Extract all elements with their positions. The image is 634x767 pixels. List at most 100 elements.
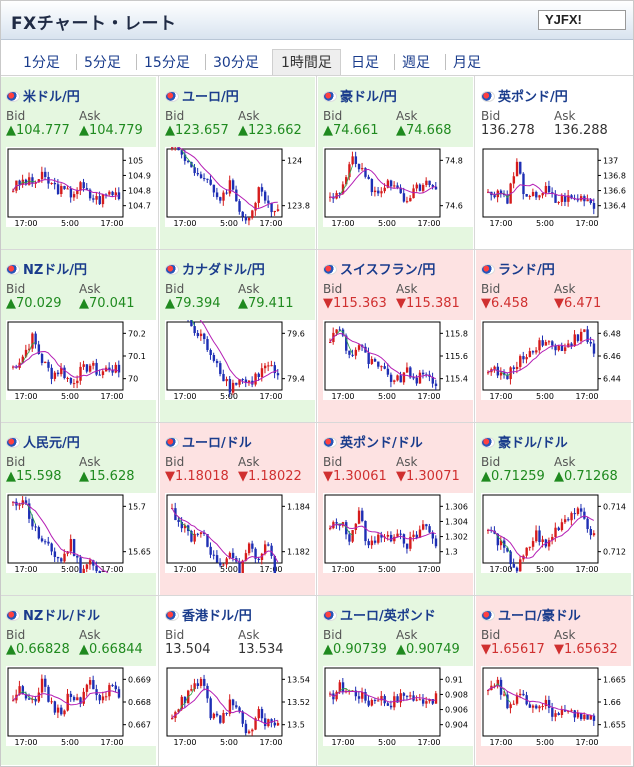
x-tick-label: 17:00: [489, 565, 512, 573]
candlestick-chart[interactable]: 15.7 15.65 17:00 5:00 17:00: [6, 493, 157, 573]
pair-link[interactable]: 香港ドル/円: [165, 605, 252, 624]
rate-cell[interactable]: NZドル/円 Bid Ask ▲70.029 ▲70.041 70.2 70.1 70 17:0…: [1, 250, 157, 422]
candlestick-chart[interactable]: 0.669 0.668 0.667 17:00 5:00 17:00: [6, 666, 157, 746]
candle-body: [50, 182, 53, 184]
rate-cell[interactable]: 米ドル/円 Bid Ask ▲104.777 ▲104.779 105 104.9 104.8…: [1, 77, 157, 249]
y-tick-label: 79.6: [287, 329, 305, 338]
rate-cell[interactable]: 英ポンド/円 Bid Ask 136.278 136.288 137 136.8 136.6 1…: [476, 77, 632, 249]
pair-link[interactable]: ユーロ/円: [165, 86, 239, 105]
candle-body: [247, 217, 251, 221]
pair-link[interactable]: スイスフラン/円: [323, 259, 435, 278]
pair-link[interactable]: 米ドル/円: [6, 86, 80, 105]
candle-body: [37, 527, 41, 539]
candle-body: [76, 556, 79, 558]
pair-link[interactable]: 豪ドル/円: [323, 86, 397, 105]
candle-body: [76, 697, 79, 701]
rate-cell[interactable]: カナダドル/円 Bid Ask ▲79.394 ▲79.411 79.6 79.4 17:00…: [160, 250, 316, 422]
bid-value: ▲15.598: [6, 469, 62, 484]
candle-body: [589, 199, 592, 203]
currency-flag-icon: [6, 91, 20, 102]
candle-body: [98, 571, 101, 573]
rate-cell[interactable]: 豪ドル/円 Bid Ask ▲74.661 ▲74.668 74.8 74.6 17:00 5:…: [318, 77, 474, 249]
x-tick-label: 17:00: [14, 565, 37, 573]
tab-2[interactable]: 5分足: [84, 55, 121, 71]
candlestick-chart[interactable]: 105 104.9 104.8 104.7 17:00 5:00 17:00: [6, 147, 157, 227]
candle-body: [196, 333, 200, 337]
candlestick-chart[interactable]: 1.665 1.66 1.655 17:00 5:00 17:00: [481, 666, 632, 746]
bid-label: Bid: [6, 628, 26, 642]
tab-5[interactable]: 1時間足: [272, 49, 341, 76]
pair-link[interactable]: カナダドル/円: [165, 259, 265, 278]
direction-arrow-icon: ▲: [238, 123, 248, 138]
rate-cell[interactable]: スイスフラン/円 Bid Ask ▼115.363 ▼115.381 115.8 115.6…: [318, 250, 474, 422]
candle-body: [428, 180, 431, 185]
plot-frame: [324, 494, 441, 564]
candle-body: [412, 377, 415, 379]
yjfx-logo[interactable]: YJFX!: [538, 10, 626, 30]
tab-3[interactable]: 15分足: [144, 55, 190, 71]
pair-link[interactable]: 豪ドル/ドル: [481, 432, 568, 451]
candlestick-chart[interactable]: 13.54 13.52 13.5 17:00 5:00 17:00: [165, 666, 316, 746]
candle-body: [554, 193, 557, 203]
pair-link[interactable]: 人民元/円: [6, 432, 80, 451]
candle-body: [244, 553, 248, 561]
tab-6[interactable]: 日足: [351, 55, 379, 71]
y-tick-label: 70.1: [128, 352, 146, 361]
candle-body: [531, 351, 535, 353]
tab-8[interactable]: 月足: [453, 55, 481, 71]
rate-cell[interactable]: ランド/円 Bid Ask ▼6.458 ▼6.471 6.48 6.46 6.44 17:00…: [476, 250, 632, 422]
tab-separator: [394, 54, 395, 70]
candlestick-chart[interactable]: 1.306 1.304 1.302 1.3 17:00 5:00 17:00: [323, 493, 474, 573]
pair-link[interactable]: ユーロ/豪ドル: [481, 605, 581, 624]
currency-flag-icon: [6, 437, 20, 448]
candle-body: [114, 685, 117, 690]
pair-link[interactable]: 英ポンド/円: [481, 86, 568, 105]
candle-body: [386, 534, 390, 537]
direction-arrow-icon: ▲: [396, 123, 406, 138]
y-tick-label: 1.655: [603, 721, 626, 730]
rate-cell[interactable]: 豪ドル/ドル Bid Ask ▲0.71259 ▲0.71268 0.714 0.712 17…: [476, 423, 632, 595]
pair-name: スイスフラン/円: [340, 263, 436, 278]
rate-cell[interactable]: ユーロ/豪ドル Bid Ask ▼1.65617 ▼1.65632 1.665 1.66 1.…: [476, 596, 632, 765]
direction-arrow-icon: ▲: [323, 642, 333, 657]
tab-4[interactable]: 30分足: [213, 55, 259, 71]
rate-cell[interactable]: NZドル/ドル Bid Ask ▲0.66828 ▲0.66844 0.669 0.668 0…: [1, 596, 157, 765]
rate-cell[interactable]: ユーロ/円 Bid Ask ▲123.657 ▲123.662 124 123.8 17:00…: [160, 77, 316, 249]
x-tick-label: 17:00: [331, 392, 354, 400]
x-tick-label: 5:00: [536, 738, 554, 746]
rate-cell[interactable]: 人民元/円 Bid Ask ▲15.598 ▲15.628 15.7 15.65 17:00 5…: [1, 423, 157, 595]
candle-body: [196, 533, 200, 535]
candlestick-chart[interactable]: 79.6 79.4 17:00 5:00 17:00: [165, 320, 316, 400]
rate-cell[interactable]: ユーロ/ドル Bid Ask ▼1.18018 ▼1.18022 1.184 1.182 17…: [160, 423, 316, 595]
candle-body: [570, 710, 573, 712]
direction-arrow-icon: ▼: [481, 296, 491, 311]
y-tick-label: 1.184: [287, 502, 310, 511]
candlestick-chart[interactable]: 124 123.8 17:00 5:00 17:00: [165, 147, 316, 227]
pair-name: 人民元/円: [23, 436, 80, 451]
candlestick-chart[interactable]: 6.48 6.46 6.44 17:00 5:00 17:00: [481, 320, 632, 400]
y-tick-label: 15.7: [128, 502, 146, 511]
candle-body: [554, 713, 557, 717]
rate-cell[interactable]: ユーロ/英ポンド Bid Ask ▲0.90739 ▲0.90749 0.91 0.908 0…: [318, 596, 474, 765]
pair-link[interactable]: NZドル/円: [6, 259, 87, 278]
candlestick-chart[interactable]: 74.8 74.6 17:00 5:00 17:00: [323, 147, 474, 227]
pair-link[interactable]: ユーロ/ドル: [165, 432, 252, 451]
tab-7[interactable]: 週足: [402, 55, 430, 71]
pair-link[interactable]: NZドル/ドル: [6, 605, 100, 624]
candlestick-chart[interactable]: 0.91 0.908 0.906 0.904 17:00 5:00 17:00: [323, 666, 474, 746]
pair-link[interactable]: 英ポンド/ドル: [323, 432, 423, 451]
candlestick-chart[interactable]: 1.184 1.182 17:00 5:00 17:00: [165, 493, 316, 573]
candlestick-chart[interactable]: 115.8 115.6 115.4 17:00 5:00 17:00: [323, 320, 474, 400]
candle-body: [396, 533, 399, 537]
pair-link[interactable]: ユーロ/英ポンド: [323, 605, 436, 624]
candlestick-chart[interactable]: 137 136.8 136.6 136.4 17:00 5:00 17:00: [481, 147, 632, 227]
rate-cell[interactable]: 英ポンド/ドル Bid Ask ▼1.30061 ▼1.30071 1.306 1.304 1…: [318, 423, 474, 595]
tab-1[interactable]: 1分足: [23, 55, 60, 71]
pair-link[interactable]: ランド/円: [481, 259, 555, 278]
candlestick-chart[interactable]: 0.714 0.712 17:00 5:00 17:00: [481, 493, 632, 573]
rate-cell[interactable]: 香港ドル/円 Bid Ask 13.504 13.534 13.54 13.52 13.5 17…: [160, 596, 316, 765]
direction-arrow-icon: ▲: [554, 469, 564, 484]
bid-label: Bid: [323, 109, 343, 123]
bid-label: Bid: [6, 109, 26, 123]
candlestick-chart[interactable]: 70.2 70.1 70 17:00 5:00 17:00: [6, 320, 157, 400]
